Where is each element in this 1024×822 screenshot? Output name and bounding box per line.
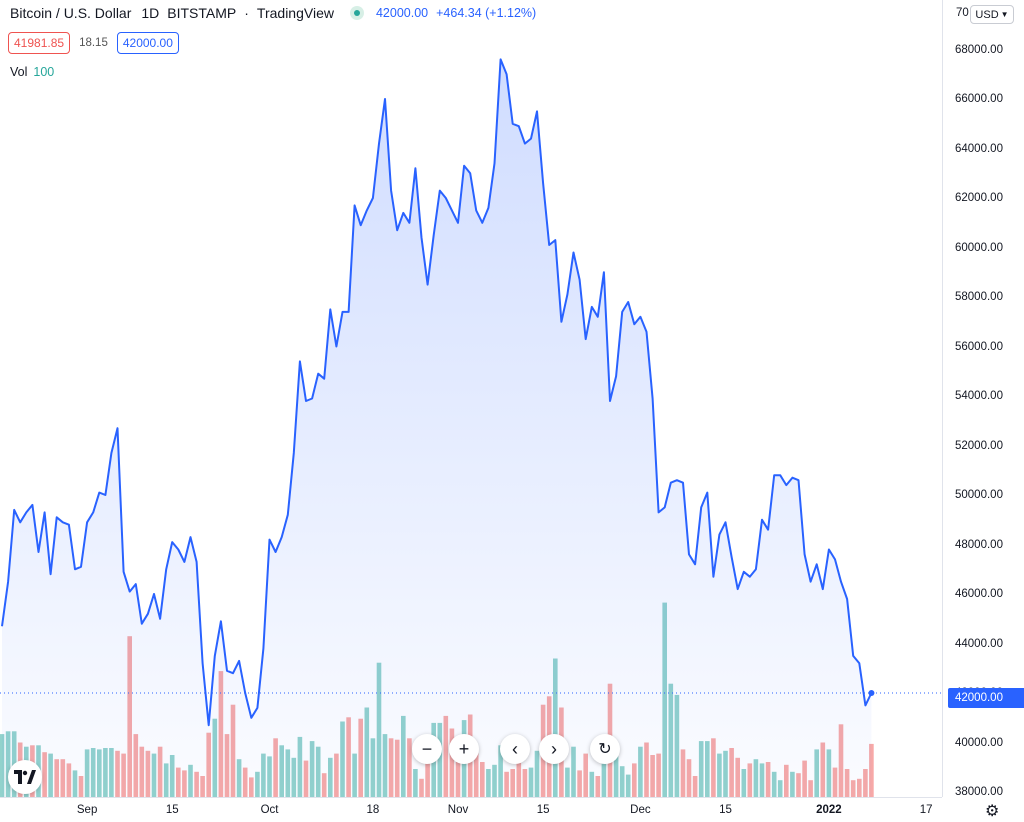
currency-label: USD [975,8,999,21]
price-tick-label: 50000.00 [955,489,1003,502]
tv-logo-glyph [14,770,36,784]
price-tick-label: 48000.00 [955,538,1003,551]
price-tick-label: 60000.00 [955,241,1003,254]
exchange-label: BITSTAMP [167,5,237,21]
chart-plot-area[interactable]: Bitcoin / U.S. Dollar 1D BITSTAMP · Trad… [0,0,942,797]
price-tick-label: 44000.00 [955,637,1003,650]
time-tick-label: Oct [260,804,279,816]
price-tick-label: 52000.00 [955,439,1003,452]
price-tick-label: 38000.00 [955,786,1003,799]
time-tick-label: 18 [366,804,380,816]
last-price-value: 42000.00 [375,6,429,20]
price-tick-label: 46000.00 [955,588,1003,601]
time-tick-label: 2022 [816,804,842,816]
symbol-legend: Bitcoin / U.S. Dollar 1D BITSTAMP · Trad… [10,5,536,21]
source-label: TradingView [256,5,334,21]
zoom-in-button[interactable]: + [449,734,479,764]
buy-price-button[interactable]: 42000.00 [116,32,179,54]
volume-value: 100 [33,65,55,79]
last-price-axis-label: 42000.00 [948,688,1024,708]
time-axis[interactable]: Sep 15 Oct 18 Nov 15 Dec 15 2022 17 [0,797,942,822]
price-tick-label: 68000.00 [955,43,1003,56]
market-status-icon[interactable] [349,6,364,20]
last-price-dot [868,690,875,697]
price-tick-label: 58000.00 [955,291,1003,304]
interval-label[interactable]: 1D [141,5,160,21]
tradingview-logo-icon[interactable] [8,760,42,794]
price-tick-label: 56000.00 [955,340,1003,353]
symbol-name[interactable]: Bitcoin / U.S. Dollar [10,5,132,21]
time-tick-label: 15 [536,804,550,816]
settings-gear-icon[interactable]: ⚙ [985,803,1000,820]
price-tick-label: 54000.00 [955,390,1003,403]
reset-chart-button[interactable]: ↻ [590,734,620,764]
spread-value: 18.15 [79,37,108,49]
sell-price-button[interactable]: 41981.85 [8,32,71,54]
price-change-value: +464.34 (+1.12%) [436,6,537,20]
price-axis[interactable]: 38000.00 40000.00 42000.00 44000.00 46000.00… [942,0,1024,799]
time-tick-label: Nov [447,804,469,816]
scroll-left-button[interactable]: ‹ [500,734,530,764]
volume-label: Vol [10,65,28,79]
volume-legend[interactable]: Vol 100 [10,65,54,79]
time-tick-label: Dec [630,804,651,816]
bid-ask-panel: 41981.85 18.15 42000.00 [8,32,179,54]
separator-dot: · [244,5,249,21]
time-tick-label: 17 [919,804,933,816]
price-line [1,58,873,727]
price-tick-label: 66000.00 [955,93,1003,105]
price-tick-label: 62000.00 [955,192,1003,204]
price-tick-label: 64000.00 [955,142,1003,155]
price-area-fill [2,59,872,797]
currency-select[interactable]: USD ▼ [970,5,1014,24]
price-tick-label: 40000.00 [955,736,1003,749]
scroll-right-button[interactable]: › [539,734,569,764]
chevron-down-icon: ▼ [1000,10,1009,19]
price-axis-top-tick: 70 [956,7,969,19]
zoom-out-button[interactable]: − [412,734,442,764]
time-tick-label: 15 [719,804,732,816]
price-chart-svg[interactable] [0,0,942,797]
time-tick-label: Sep [76,804,98,816]
time-tick-label: 15 [165,804,179,816]
